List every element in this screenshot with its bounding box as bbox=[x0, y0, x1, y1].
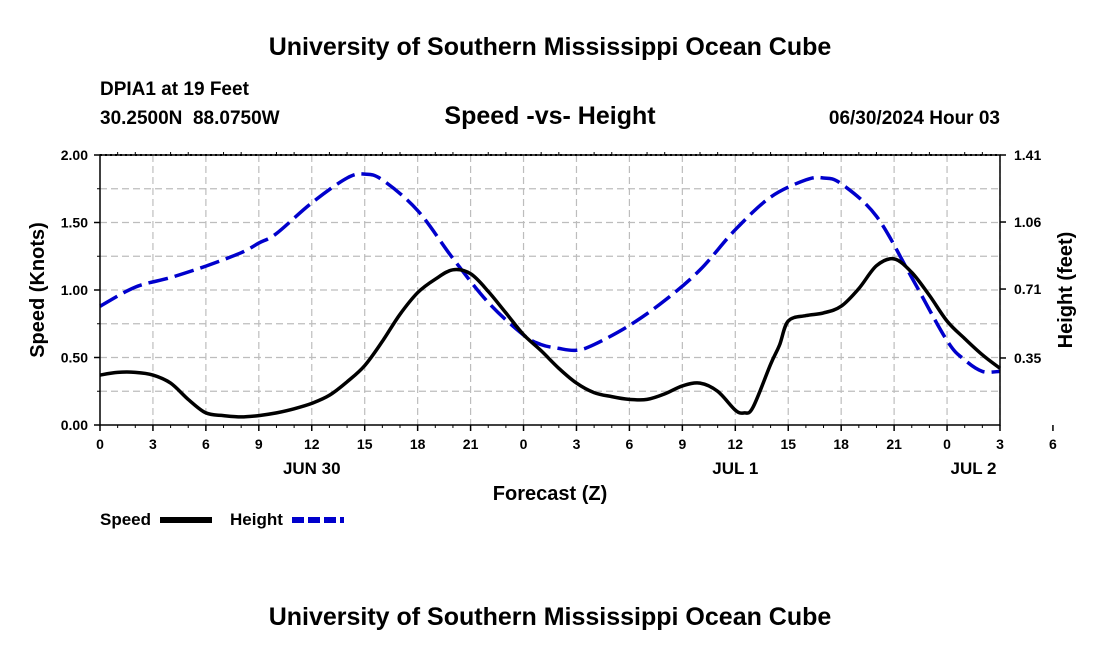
x-tick-label: 12 bbox=[728, 436, 744, 452]
y-right-tick-label: 1.41 bbox=[1014, 147, 1041, 163]
legend: Speed Height bbox=[100, 510, 344, 529]
footer-title: University of Southern Mississippi Ocean… bbox=[269, 603, 832, 631]
y-left-tick-label: 0.00 bbox=[61, 417, 88, 433]
coordinates-label: 30.2500N 88.0750W bbox=[100, 108, 280, 129]
x-tick-label: 3 bbox=[149, 436, 157, 452]
y-left-tick-label: 2.00 bbox=[61, 147, 88, 163]
x-tick-label: 9 bbox=[255, 436, 263, 452]
x-tick-label: 3 bbox=[573, 436, 581, 452]
y-left-tick-label: 1.00 bbox=[61, 282, 88, 298]
date-label: JUL 2 bbox=[951, 459, 997, 478]
x-tick-label: 6 bbox=[202, 436, 210, 452]
x-tick-label: 0 bbox=[96, 436, 104, 452]
axis-ticks: 0 3 6 9 12 15 18 21 0 3 6 9 12 15 18 21 0 3 6 JUN 30 JUL 1 JU… bbox=[61, 147, 1057, 478]
x-tick-label: 0 bbox=[943, 436, 951, 452]
y-right-tick-label: 0.35 bbox=[1014, 350, 1041, 366]
x-tick-label: 12 bbox=[304, 436, 320, 452]
speed-line bbox=[99, 256, 1002, 419]
y-axis-left-title: Speed (Knots) bbox=[27, 222, 49, 358]
x-tick-label: 0 bbox=[520, 436, 528, 452]
x-axis-title: Forecast (Z) bbox=[493, 483, 607, 505]
x-tick-label: 3 bbox=[996, 436, 1004, 452]
date-label: JUL 1 bbox=[712, 459, 758, 478]
x-tick-label: 21 bbox=[463, 436, 479, 452]
height-line bbox=[99, 172, 1001, 374]
x-tick-label: 21 bbox=[886, 436, 902, 452]
y-right-tick-label: 1.06 bbox=[1014, 214, 1041, 230]
grid-lines bbox=[100, 155, 1001, 425]
x-tick-label: 6 bbox=[1049, 436, 1057, 452]
y-axis-right-title: Height (feet) bbox=[1055, 232, 1077, 349]
x-tick-label: 18 bbox=[410, 436, 426, 452]
station-label: DPIA1 at 19 Feet bbox=[100, 79, 250, 100]
x-tick-label: 15 bbox=[357, 436, 373, 452]
x-tick-label: 15 bbox=[780, 436, 796, 452]
y-left-tick-label: 1.50 bbox=[61, 215, 88, 231]
chart-main-title: University of Southern Mississippi Ocean… bbox=[269, 33, 832, 61]
x-tick-label: 6 bbox=[626, 436, 634, 452]
legend-speed-label: Speed bbox=[100, 510, 151, 529]
y-right-tick-label: 0.71 bbox=[1014, 281, 1041, 297]
datetime-label: 06/30/2024 Hour 03 bbox=[829, 108, 1000, 129]
height-series bbox=[99, 172, 1001, 374]
date-label: JUN 30 bbox=[283, 459, 341, 478]
y-left-tick-label: 0.50 bbox=[61, 350, 88, 366]
chart-subtitle: Speed -vs- Height bbox=[444, 102, 656, 130]
x-tick-label: 18 bbox=[833, 436, 849, 452]
legend-height-label: Height bbox=[230, 510, 283, 529]
speed-series bbox=[99, 256, 1002, 419]
x-tick-label: 9 bbox=[678, 436, 686, 452]
